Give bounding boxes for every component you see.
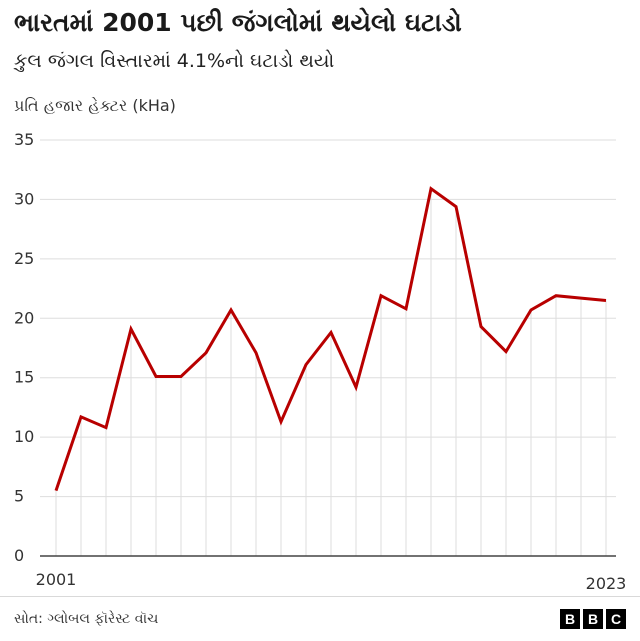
data-point xyxy=(280,420,283,423)
data-point xyxy=(305,363,308,366)
bbc-logo-letter: B xyxy=(564,611,576,627)
data-point xyxy=(380,294,383,297)
data-point xyxy=(555,294,558,297)
series-line xyxy=(54,186,607,492)
data-point xyxy=(230,308,233,311)
chart-title: ભારતમાં 2001 પછી જંગલોમાં થયેલો ઘટાડો xyxy=(14,8,462,37)
data-point xyxy=(480,325,483,328)
chart-subtitle: કુલ જંગલ વિસ્તારમાં 4.1%નો ઘટાડો થયો xyxy=(14,50,335,72)
y-tick-label: 20 xyxy=(14,308,34,327)
data-point xyxy=(530,308,533,311)
bbc-logo-box: B xyxy=(583,609,603,629)
data-point xyxy=(205,351,208,354)
data-point xyxy=(405,307,408,310)
data-point xyxy=(130,327,133,330)
bbc-logo-box: B xyxy=(560,609,580,629)
x-tick-label: 2023 xyxy=(586,574,627,593)
bbc-logo-letter: C xyxy=(610,611,622,627)
bbc-logo-box: C xyxy=(606,609,626,629)
line-chart: 0 5 10 15 20 25 30 35 2001 2023 xyxy=(14,130,627,593)
y-tick-label: 0 xyxy=(14,546,24,565)
data-point xyxy=(330,331,333,334)
source-note: સોત: ગ્લોબલ ફૉરેસ્ટ વૉચ xyxy=(14,611,159,627)
data-point xyxy=(430,187,433,190)
data-point xyxy=(105,426,108,429)
bbc-logo-letter: B xyxy=(587,611,599,627)
data-point xyxy=(55,489,58,492)
data-point xyxy=(80,415,83,418)
y-tick-label: 10 xyxy=(14,427,34,446)
data-point xyxy=(580,297,583,300)
data-point xyxy=(605,299,608,302)
data-point xyxy=(155,375,158,378)
x-tick-label: 2001 xyxy=(36,570,77,589)
y-tick-label: 15 xyxy=(14,368,34,387)
data-point xyxy=(355,386,358,389)
data-point xyxy=(180,375,183,378)
data-point xyxy=(255,351,258,354)
data-point xyxy=(505,350,508,353)
data-point xyxy=(455,205,458,208)
y-axis-label: પ્રતિ હજાર હેક્ટર (kHa) xyxy=(14,96,176,115)
footer: સોત: ગ્લોબલ ફૉરેસ્ટ વૉચ B B C xyxy=(0,596,640,641)
bbc-logo: B B C xyxy=(560,609,626,629)
y-tick-label: 5 xyxy=(14,487,24,506)
y-tick-label: 30 xyxy=(14,189,34,208)
y-tick-label: 25 xyxy=(14,249,34,268)
y-tick-label: 35 xyxy=(14,130,34,149)
